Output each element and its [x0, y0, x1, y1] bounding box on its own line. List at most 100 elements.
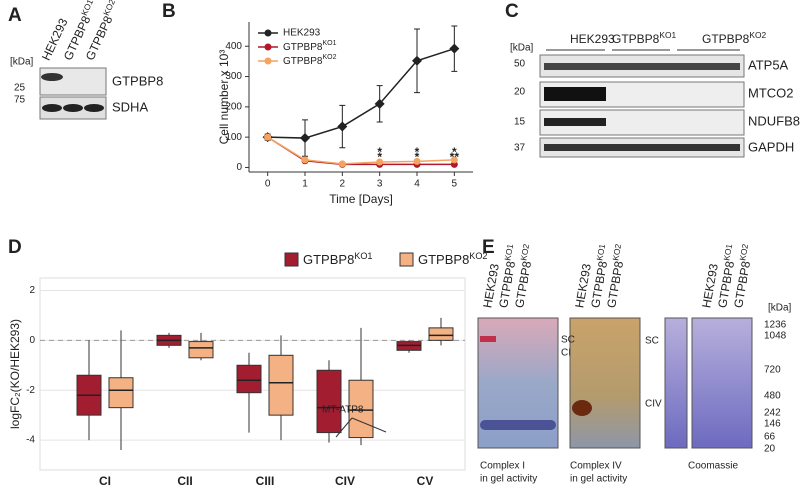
caption: in gel activity: [570, 474, 627, 485]
legend-swatch: [284, 252, 299, 267]
marker: 20: [764, 444, 776, 455]
point: [449, 43, 460, 54]
legend-label: GTPBP8KO1: [303, 251, 373, 267]
caption: Complex I: [480, 461, 525, 472]
panel-letter: D: [8, 237, 22, 258]
protein-label: GTPBP8: [112, 73, 163, 88]
marker: 480: [764, 391, 781, 402]
x-tick-label: 1: [302, 179, 308, 190]
panel-e: E HEK293 GTPBP8KO1 GTPBP8KO2 HEK293 GTPB…: [477, 237, 792, 485]
legend-label: GTPBP8KO2: [418, 251, 488, 267]
annotation: *: [377, 145, 382, 159]
marker: 37: [514, 143, 526, 154]
protein-label: NDUFB8: [748, 113, 800, 128]
gel: [569, 317, 641, 449]
legend-marker: [264, 29, 272, 37]
y-tick-label: -2: [26, 385, 35, 396]
band: [84, 104, 104, 112]
band: [544, 63, 740, 70]
x-tick-label: CV: [417, 474, 434, 488]
y-tick-label: 2: [29, 285, 35, 296]
protein-label: ATP5A: [748, 57, 789, 72]
x-tick-label: CIV: [335, 474, 355, 488]
y-tick-label: 0: [29, 335, 35, 346]
marker: 15: [514, 117, 526, 128]
box: [108, 377, 134, 409]
y-tick-label: 200: [225, 101, 242, 112]
marker: 1236: [764, 320, 787, 331]
band: [41, 73, 63, 81]
y-tick-label: 300: [225, 71, 242, 82]
annotation-line: [335, 417, 387, 438]
band: [544, 87, 606, 101]
x-tick-label: 5: [452, 179, 458, 190]
band: [544, 144, 740, 151]
panel-letter: A: [8, 5, 22, 26]
gel-label: CI: [561, 348, 571, 359]
band: [480, 336, 496, 342]
y-axis-label: Cell number x 10³: [217, 50, 231, 145]
caption: Complex IV: [570, 461, 622, 472]
box: [268, 354, 294, 416]
y-tick-label: 0: [236, 162, 242, 173]
point: [338, 160, 346, 168]
gel: [664, 317, 688, 449]
legend-label: HEK293: [283, 28, 321, 39]
marker: 720: [764, 365, 781, 376]
group-label: GTPBP8KO2: [702, 30, 766, 46]
annotation: **: [450, 150, 460, 164]
band: [42, 104, 62, 112]
point: [300, 133, 310, 144]
box: [188, 341, 214, 359]
x-tick-label: 0: [265, 179, 271, 190]
marker: 20: [514, 87, 526, 98]
caption: in gel activity: [480, 474, 537, 485]
panel-letter: C: [505, 1, 519, 22]
band: [480, 420, 556, 430]
protein-label: SDHA: [112, 99, 148, 114]
gel: [691, 317, 753, 449]
point: [413, 157, 421, 165]
gel-label: SC: [561, 335, 575, 346]
legend-marker: [264, 57, 272, 65]
box: [316, 369, 342, 434]
annotation: *: [415, 150, 420, 164]
box: [348, 379, 374, 439]
y-tick-label: 100: [225, 132, 242, 143]
y-axis-label: logFC₂(KO/HEK293): [8, 319, 22, 429]
group-label: HEK293: [570, 32, 615, 46]
x-tick-label: CI: [99, 474, 111, 488]
unit: [kDa]: [768, 303, 792, 314]
marker: 25: [14, 83, 26, 94]
x-tick-label: 2: [340, 179, 346, 190]
panel-c: C HEK293 GTPBP8KO1 GTPBP8KO2 [kDa] 50 20…: [505, 1, 800, 158]
point: [264, 133, 272, 141]
annotation: *: [415, 145, 420, 159]
band: [544, 118, 606, 126]
group-label: GTPBP8KO1: [612, 30, 676, 46]
marker: 50: [514, 59, 526, 70]
panel-letter: E: [482, 237, 495, 258]
annotation: MT-ATP8: [322, 405, 364, 416]
y-tick-label: -4: [26, 435, 35, 446]
marker: 242: [764, 408, 781, 419]
series-line: [267, 136, 455, 165]
point: [376, 158, 384, 166]
protein-label: GAPDH: [748, 139, 794, 154]
panel-letter: B: [162, 1, 176, 22]
caption: Coomassie: [688, 461, 738, 472]
protein-label: MTCO2: [748, 85, 794, 100]
x-tick-label: CIII: [256, 474, 275, 488]
series-line: [267, 47, 455, 139]
unit: [kDa]: [510, 43, 534, 54]
gel-label: CIV: [645, 399, 662, 410]
box: [236, 364, 262, 394]
y-tick-label: 400: [225, 41, 242, 52]
gel-label: SC: [645, 336, 659, 347]
legend-label: GTPBP8KO2: [283, 54, 337, 67]
point: [337, 121, 348, 132]
point: [450, 156, 458, 164]
blot: [39, 67, 107, 96]
legend-marker: [264, 43, 272, 51]
